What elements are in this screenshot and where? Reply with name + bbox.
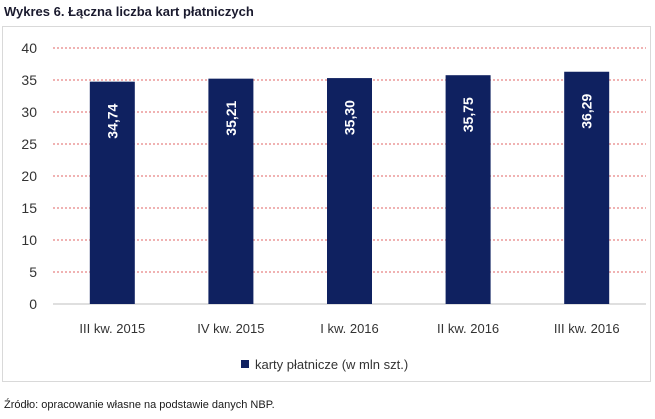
data-label: 34,74 [104, 103, 120, 138]
legend-label: karty płatnicze (w mln szt.) [255, 357, 408, 372]
y-tick-label: 25 [21, 136, 37, 152]
chart-title: Wykres 6. Łączna liczba kart płatniczych [4, 4, 254, 19]
x-tick-label: IV kw. 2015 [197, 321, 264, 336]
bar [445, 75, 491, 304]
y-tick-label: 40 [21, 40, 37, 56]
bar [327, 78, 372, 304]
y-tick-label: 5 [29, 264, 37, 280]
x-tick-label: I kw. 2016 [320, 321, 379, 336]
bar [208, 78, 254, 304]
source-note: Źródło: opracowanie własne na podstawie … [4, 399, 275, 411]
data-label: 36,29 [579, 94, 595, 129]
y-tick-label: 15 [21, 200, 37, 216]
bar [89, 81, 135, 304]
y-tick-label: 20 [21, 168, 37, 184]
y-tick-label: 10 [21, 232, 37, 248]
x-tick-label: II kw. 2016 [437, 321, 499, 336]
x-tick-label: III kw. 2016 [554, 321, 620, 336]
y-tick-label: 0 [29, 296, 37, 312]
y-tick-label: 35 [21, 72, 37, 88]
x-tick-label: III kw. 2015 [79, 321, 145, 336]
data-label: 35,30 [342, 100, 358, 135]
chart-frame [2, 26, 651, 382]
legend-swatch [241, 360, 249, 368]
y-tick-label: 30 [21, 104, 37, 120]
bar [564, 71, 610, 304]
data-label: 35,75 [460, 97, 476, 132]
data-label: 35,21 [223, 100, 239, 135]
